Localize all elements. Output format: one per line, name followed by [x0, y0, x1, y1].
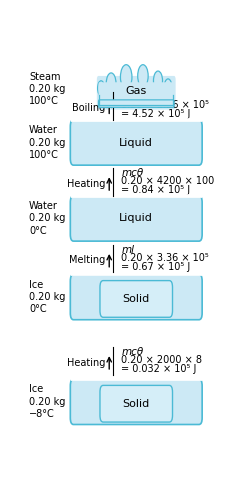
Circle shape: [138, 65, 148, 87]
Text: Steam
0.20 kg
100°C: Steam 0.20 kg 100°C: [29, 71, 65, 106]
Text: mcθ: mcθ: [122, 347, 144, 357]
FancyBboxPatch shape: [70, 275, 202, 320]
Text: Heating: Heating: [67, 358, 106, 367]
Text: Liquid: Liquid: [119, 138, 153, 148]
Text: 0.20 × 2000 × 8: 0.20 × 2000 × 8: [122, 355, 202, 365]
Text: = 0.67 × 10⁵ J: = 0.67 × 10⁵ J: [122, 262, 191, 272]
FancyBboxPatch shape: [100, 385, 173, 422]
Circle shape: [164, 79, 172, 95]
Text: 0.20 × 4200 × 100: 0.20 × 4200 × 100: [122, 176, 215, 187]
FancyBboxPatch shape: [100, 280, 173, 317]
Circle shape: [153, 71, 162, 90]
Text: Liquid: Liquid: [119, 213, 153, 224]
FancyBboxPatch shape: [70, 196, 202, 241]
Circle shape: [120, 65, 132, 89]
Text: = 0.032 × 10⁵ J: = 0.032 × 10⁵ J: [122, 364, 197, 374]
Text: ml: ml: [122, 92, 134, 102]
Text: = 0.84 × 10⁵ J: = 0.84 × 10⁵ J: [122, 186, 191, 195]
FancyBboxPatch shape: [70, 120, 202, 165]
Text: Water
0.20 kg
0°C: Water 0.20 kg 0°C: [29, 201, 65, 236]
Text: 0.20 × 3.36 × 10⁵: 0.20 × 3.36 × 10⁵: [122, 253, 209, 263]
Text: Gas: Gas: [126, 86, 147, 96]
FancyBboxPatch shape: [70, 379, 202, 424]
Circle shape: [98, 81, 105, 96]
Circle shape: [106, 73, 116, 94]
Text: Ice
0.20 kg
−8°C: Ice 0.20 kg −8°C: [29, 384, 65, 419]
Text: Ice
0.20 kg
0°C: Ice 0.20 kg 0°C: [29, 279, 65, 314]
Text: Solid: Solid: [123, 399, 150, 409]
Text: Heating: Heating: [67, 179, 106, 189]
Text: Solid: Solid: [123, 294, 150, 304]
Text: = 4.52 × 10⁵ J: = 4.52 × 10⁵ J: [122, 109, 191, 119]
Text: Melting: Melting: [70, 256, 106, 265]
Text: ml: ml: [122, 245, 134, 255]
FancyBboxPatch shape: [97, 76, 176, 109]
Text: mcθ: mcθ: [122, 168, 144, 178]
Text: 0.20 × 2.26 × 10⁵: 0.20 × 2.26 × 10⁵: [122, 100, 209, 110]
FancyBboxPatch shape: [99, 82, 174, 106]
Text: Water
0.20 kg
100°C: Water 0.20 kg 100°C: [29, 125, 65, 160]
FancyBboxPatch shape: [99, 100, 174, 107]
Text: Boiling: Boiling: [72, 103, 106, 113]
